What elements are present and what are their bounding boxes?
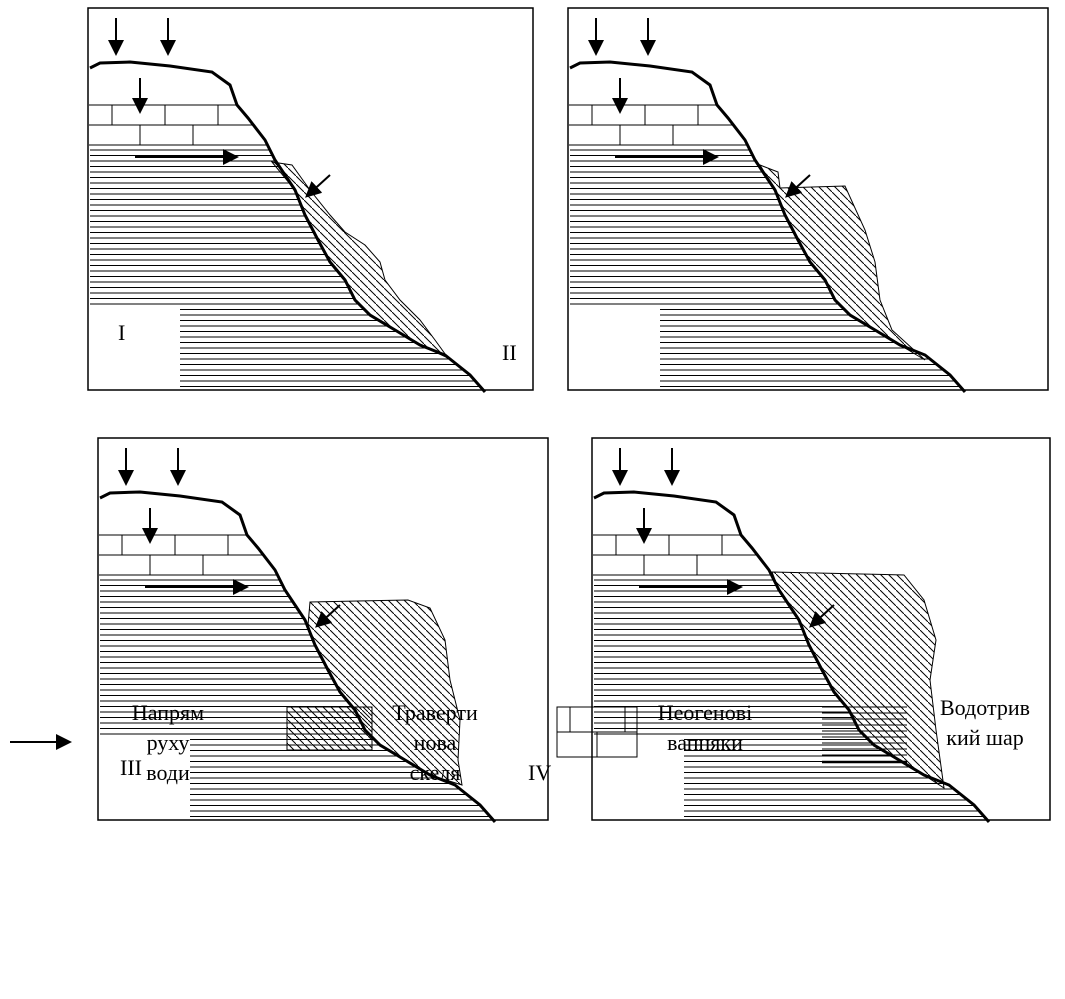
legend-limestone — [556, 706, 638, 758]
legend-text: Неогенові — [658, 700, 752, 725]
water-arrow — [315, 604, 341, 628]
surface — [99, 490, 497, 823]
legend: Напрям руху води Траверти нова скеля Неогенові… — [10, 695, 1030, 785]
legend-text: Траверти — [392, 700, 478, 725]
panel: I — [87, 7, 534, 393]
panel: IV — [528, 437, 1051, 823]
legend-text: Напрям — [132, 700, 204, 725]
surface — [569, 60, 967, 393]
panel-label: I — [118, 320, 125, 345]
legend-text: Водотрив — [940, 695, 1030, 720]
legend-text: руху — [147, 730, 190, 755]
water-arrow — [305, 174, 331, 198]
panel: III — [97, 437, 549, 823]
water-arrow — [785, 174, 811, 198]
panel-label: III — [120, 755, 142, 780]
panel-label: II — [502, 340, 517, 365]
legend-travertine — [286, 706, 373, 751]
panel: II — [502, 7, 1049, 393]
legend-text: води — [146, 760, 190, 785]
legend-text: скеля — [410, 760, 461, 785]
surface — [593, 490, 991, 823]
legend-text: нова — [414, 730, 457, 755]
legend-layer — [822, 706, 907, 764]
surface — [89, 60, 487, 393]
water-arrow — [809, 604, 835, 628]
legend-text: вапняки — [667, 730, 743, 755]
panel-label: IV — [528, 760, 551, 785]
legend-text: кий шар — [946, 725, 1023, 750]
